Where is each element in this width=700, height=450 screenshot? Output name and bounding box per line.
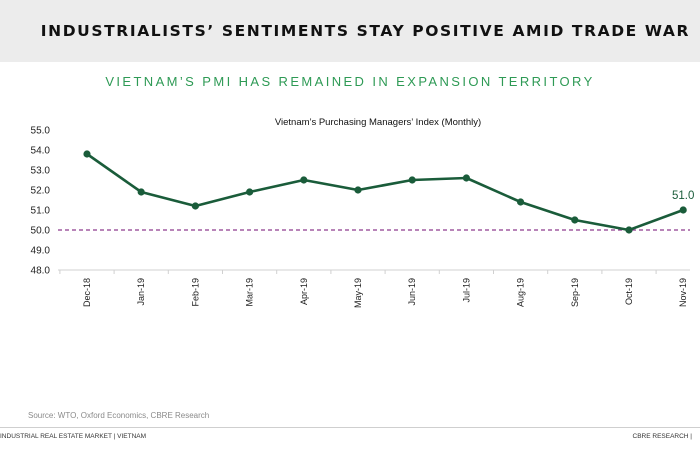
y-tick-label: 50.0 [31,226,51,237]
source-note: Source: WTO, Oxford Economics, CBRE Rese… [28,411,210,420]
x-tick-label: Sep-19 [570,278,580,307]
x-tick-label: Nov-19 [678,278,688,307]
data-point [625,226,633,234]
header-band: INDUSTRIALISTS’ SENTIMENTS STAY POSITIVE… [0,0,700,62]
y-tick-label: 51.0 [31,206,51,217]
y-tick-label: 48.0 [31,266,51,277]
data-point [571,216,579,224]
y-tick-label: 54.0 [31,146,51,157]
chart-title: Vietnam’s Purchasing Managers’ Index (Mo… [275,117,481,128]
footer-left-text: INDUSTRIAL REAL ESTATE MARKET | VIETNAM [0,433,147,440]
x-tick-label: Oct-19 [624,278,634,305]
x-tick-label: Feb-19 [190,278,200,307]
data-point [300,176,308,184]
data-point [462,174,470,182]
data-point [354,186,362,194]
y-axis: 48.0 49.0 50.0 51.0 52.0 53.0 54.0 55.0 [31,126,51,277]
x-axis: Dec-18 Jan-19 Feb-19 Mar-19 Apr-19 May-19 Jun-… [58,269,690,308]
data-point [517,198,525,206]
y-tick-label: 55.0 [31,126,51,137]
data-label-nov-19: 51.0 [672,190,694,202]
data-point [408,176,416,184]
footer-divider [0,427,700,428]
x-tick-label: May-19 [353,278,363,308]
data-point [679,206,687,214]
x-tick-label: Jun-19 [407,278,417,306]
x-tick-label: Jan-19 [136,278,146,306]
pmi-line-chart: Vietnam’s Purchasing Managers’ Index (Mo… [31,117,695,308]
data-point [83,150,91,158]
data-point [191,202,199,210]
page-title: INDUSTRIALISTS’ SENTIMENTS STAY POSITIVE… [40,22,690,40]
x-tick-label: Dec-18 [82,278,92,307]
chart-subtitle: VIETNAM’S PMI HAS REMAINED IN EXPANSION … [105,74,595,89]
annotation-layer: 51.0 [672,190,694,202]
x-tick-label: Mar-19 [245,278,255,307]
data-point [246,188,254,196]
data-point [137,188,145,196]
y-tick-label: 52.0 [31,186,51,197]
footer-right-text: CBRE RESEARCH | [632,433,692,440]
y-tick-label: 53.0 [31,166,51,177]
series-line [85,152,685,232]
series-layer [83,150,687,234]
y-tick-label: 49.0 [31,246,51,257]
x-tick-label: Apr-19 [299,278,309,305]
x-tick-label: Jul-19 [461,278,471,303]
x-tick-label: Aug-19 [516,278,526,307]
